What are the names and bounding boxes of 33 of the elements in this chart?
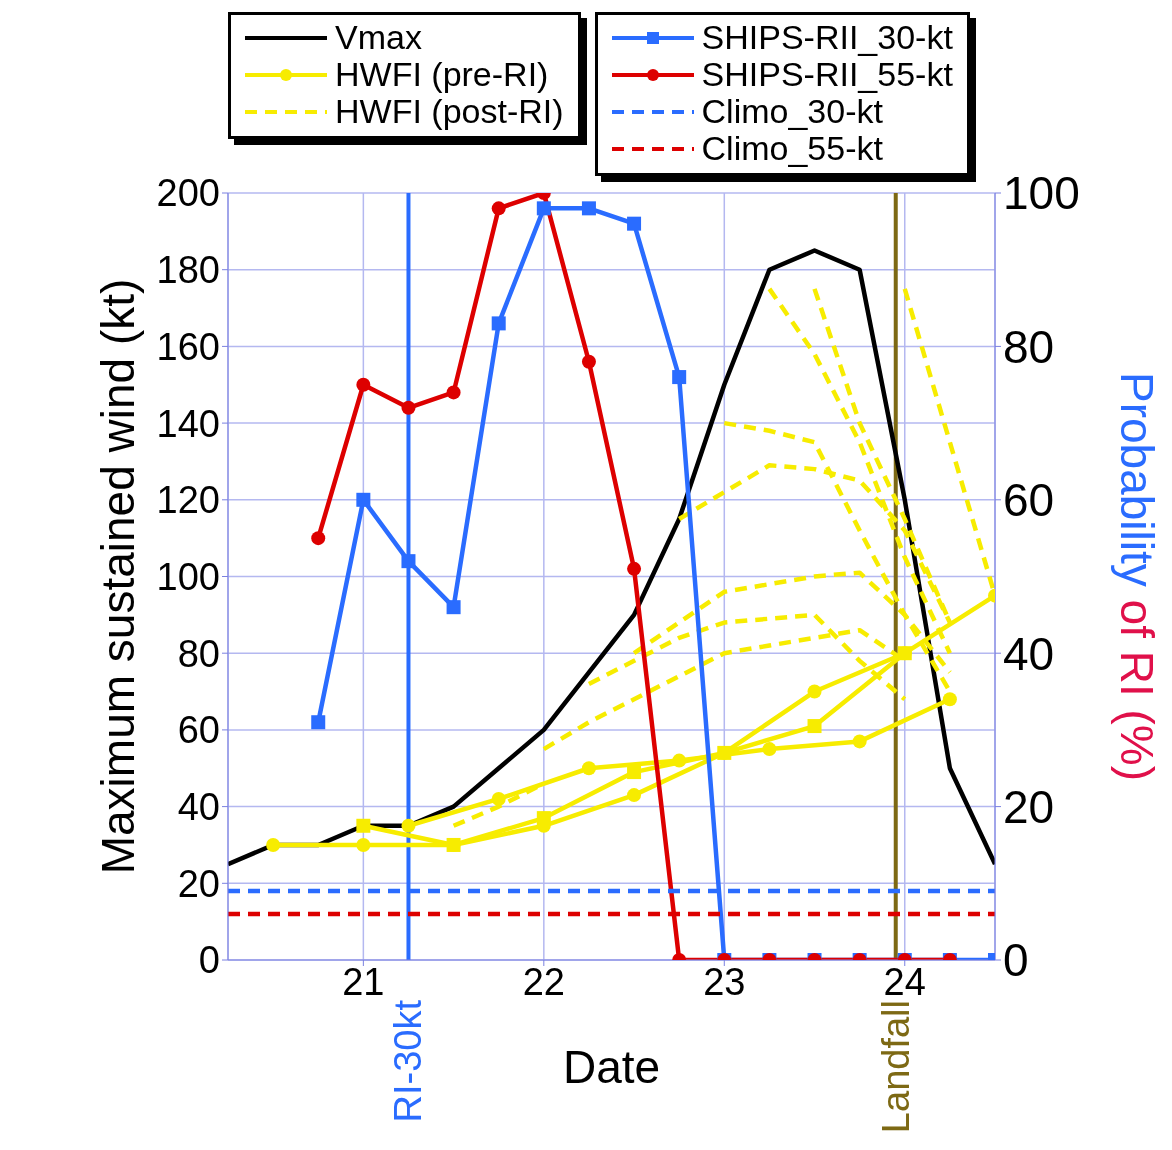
legend-label: Climo_30-kt — [701, 92, 883, 130]
y2-tick-label: 20 — [1003, 780, 1055, 833]
legend-label: Vmax — [335, 18, 422, 56]
legend-label: SHIPS-RII_30-kt — [701, 18, 953, 56]
legend-label: HWFI (post-RI) — [335, 92, 564, 130]
legend-label: Climo_55-kt — [701, 129, 883, 167]
x-tick-label: 23 — [703, 960, 746, 1003]
y-tick-label: 20 — [177, 862, 220, 905]
y-tick-label: 140 — [156, 402, 220, 445]
y2-tick-label: 40 — [1003, 627, 1055, 680]
y2-tick-label: 0 — [1003, 934, 1029, 987]
y2-tick-label: 60 — [1003, 474, 1055, 527]
y-axis-title: Maximum sustained wind (kt) — [92, 278, 145, 875]
x-tick-label: 21 — [342, 960, 385, 1003]
ref-line-label: RI-30kt — [387, 999, 430, 1123]
legend-label: SHIPS-RII_55-kt — [701, 55, 953, 93]
x-tick-label: 22 — [522, 960, 565, 1003]
y-tick-label: 0 — [198, 939, 220, 982]
y-tick-label: 40 — [177, 786, 220, 829]
x-tick-label: 24 — [883, 960, 926, 1003]
y2-tick-label: 100 — [1003, 167, 1080, 220]
y-tick-label: 180 — [156, 249, 220, 292]
legend-label: HWFI (pre-RI) — [335, 55, 549, 93]
y-tick-label: 60 — [177, 709, 220, 752]
y-tick-label: 100 — [156, 555, 220, 598]
y-tick-label: 160 — [156, 325, 220, 368]
ref-line-label: Landfall — [874, 1000, 917, 1134]
y-tick-label: 80 — [177, 632, 220, 675]
x-axis-title: Date — [562, 1040, 661, 1093]
y2-tick-label: 80 — [1003, 320, 1055, 373]
y2-axis-title: Probability of RI (%) — [1111, 371, 1163, 782]
y-tick-label: 200 — [156, 172, 220, 215]
y-tick-label: 120 — [156, 479, 220, 522]
